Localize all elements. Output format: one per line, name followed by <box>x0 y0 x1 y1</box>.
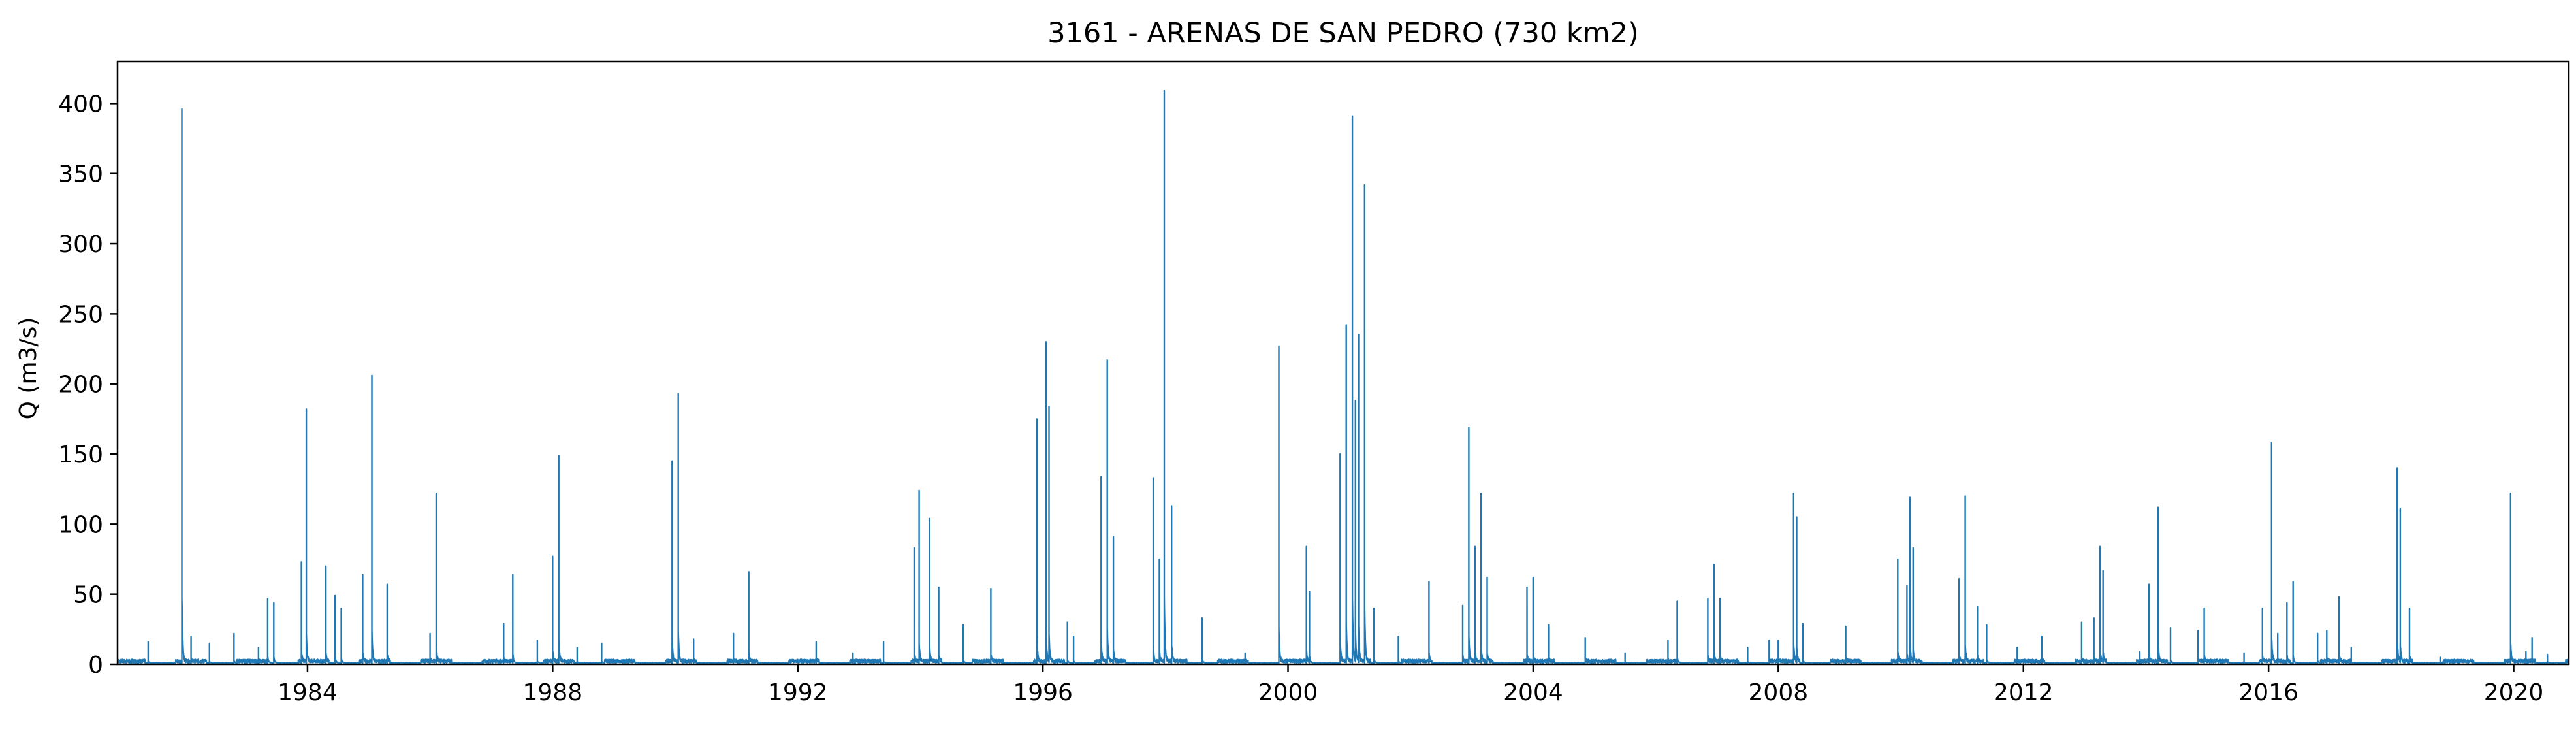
x-tick-label: 1988 <box>523 679 583 706</box>
y-tick-label: 250 <box>58 301 103 328</box>
x-tick-label: 1984 <box>278 679 338 706</box>
chart-title: 3161 - ARENAS DE SAN PEDRO (730 km2) <box>1047 17 1639 50</box>
y-tick-label: 200 <box>58 372 103 398</box>
x-tick-label: 1996 <box>1013 679 1073 706</box>
y-tick-label: 100 <box>58 511 103 538</box>
y-tick-label: 300 <box>58 231 103 258</box>
y-tick-label: 150 <box>58 442 103 468</box>
x-axis: 1984 1988 1992 1996 2000 2004 2008 2012 2016 2020 <box>278 664 2543 706</box>
y-axis: 0 50 100 150 200 250 300 350 400 <box>58 91 118 679</box>
plot-frame <box>116 60 2570 666</box>
x-tick-label: 2004 <box>1503 679 1563 706</box>
plot-area <box>116 89 2569 664</box>
y-tick-label: 0 <box>88 652 103 679</box>
y-axis-label: Q (m3/s) <box>15 317 42 420</box>
x-tick-label: 2008 <box>1749 679 1809 706</box>
y-tick-label: 50 <box>73 582 103 609</box>
x-tick-label: 1992 <box>768 679 828 706</box>
discharge-series-line <box>116 89 2569 664</box>
y-tick-label: 400 <box>58 91 103 118</box>
x-tick-label: 2020 <box>2484 679 2544 706</box>
x-tick-label: 2000 <box>1258 679 1318 706</box>
y-tick-label: 350 <box>58 161 103 188</box>
x-tick-label: 2012 <box>1994 679 2054 706</box>
x-tick-label: 2016 <box>2238 679 2298 706</box>
